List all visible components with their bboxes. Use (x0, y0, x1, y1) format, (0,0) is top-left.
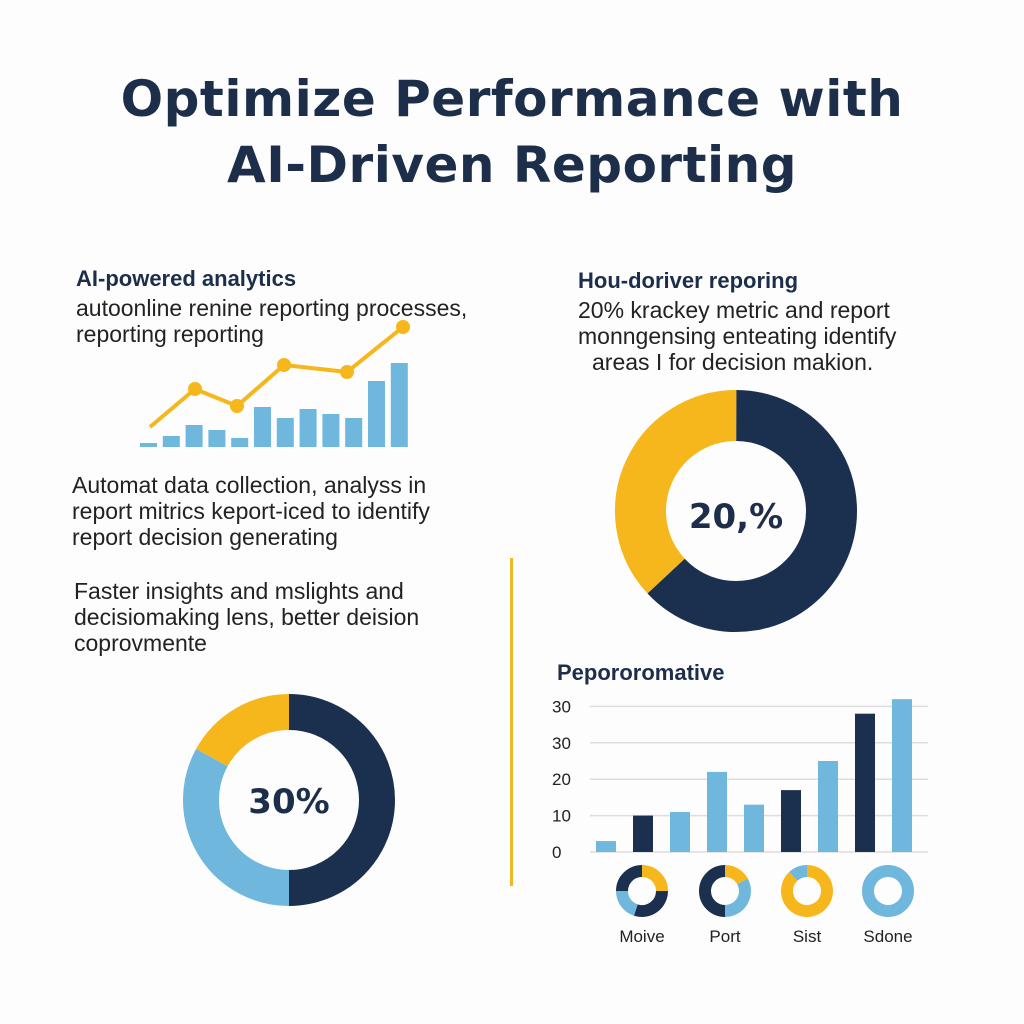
small-donut-slice (633, 890, 668, 917)
small-donut-label: Port (709, 927, 740, 946)
line-point (188, 382, 202, 396)
bar (140, 443, 157, 447)
text-line: report mitrics keport-iced to identify (72, 498, 430, 524)
small-donut-slice (616, 865, 643, 892)
text-line: Automat data collection, analyss in (72, 472, 427, 498)
text-line: reporting reporting (76, 321, 264, 347)
small-donut-slice (789, 865, 808, 882)
line-point (396, 320, 410, 334)
bar (744, 804, 764, 852)
y-tick-label: 10 (552, 807, 571, 826)
bar (818, 761, 838, 852)
bar (368, 381, 385, 447)
small-donut-label: Sist (793, 927, 822, 946)
small-donut-slice (781, 865, 833, 917)
page-title: Optimize Performance with AI-Driven Repo… (0, 66, 1024, 198)
left-paragraph-3: Faster insights and mslights and decisio… (74, 578, 419, 656)
donut-top-right-label: 20,% (689, 497, 783, 537)
small-donut-slice (641, 865, 668, 892)
text-line: decisiomaking lens, better deision (74, 604, 420, 630)
bar (322, 414, 340, 447)
text-line: monngensing enteating identify (578, 323, 897, 349)
text-line: report decision generating (72, 524, 338, 550)
bar (162, 436, 180, 447)
text-line: areas I for decision makion. (592, 349, 874, 375)
left-text: autoonline renine reporting processes, r… (76, 295, 467, 347)
right-text: 20% krackey metric and report monngensin… (578, 297, 896, 375)
donut-top-right-slice (647, 390, 857, 632)
divider (510, 558, 513, 886)
small-donut-slice (699, 865, 726, 917)
text-line: Faster insights and mslights and (74, 578, 404, 604)
text-line: autoonline renine reporting processes, (76, 295, 468, 321)
bar (345, 418, 363, 447)
title-line-2: AI-Driven Reporting (227, 136, 797, 194)
bar (231, 438, 249, 447)
donut-bottom-left-slice (196, 694, 290, 767)
small-donut-label: Sdone (863, 927, 912, 946)
bar (208, 430, 226, 447)
y-tick-label: 20 (552, 770, 571, 789)
bar (596, 841, 616, 852)
trend-line (148, 325, 405, 429)
bar (633, 815, 653, 852)
bar (892, 699, 912, 852)
small-donut-slice (724, 878, 751, 917)
small-donut-slice (862, 865, 914, 917)
donut-bottom-left-slice (183, 748, 290, 906)
bar (707, 771, 727, 852)
bar (670, 811, 690, 852)
text-line: 20% krackey metric and report (578, 297, 890, 323)
bar (781, 790, 801, 852)
chart-heading: Pepororomative (557, 660, 725, 685)
line-point (340, 365, 354, 379)
donut-bottom-left-slice (288, 694, 395, 906)
y-tick-label: 30 (552, 734, 571, 753)
text-line: coprovmente (74, 630, 207, 656)
bar (185, 425, 203, 447)
small-donut-slice (724, 865, 748, 885)
line-point (230, 399, 244, 413)
small-donut-label: Moive (619, 927, 664, 946)
bar (299, 409, 317, 447)
line-point (277, 358, 291, 372)
bar (276, 418, 294, 447)
left-paragraph-2: Automat data collection, analyss in repo… (72, 472, 430, 550)
donut-top-right-slice (615, 389, 738, 594)
y-tick-label: 30 (552, 697, 571, 716)
left-heading: AI-powered analytics (76, 266, 297, 291)
y-tick-label: 0 (552, 843, 561, 862)
bar (254, 407, 271, 447)
title-line-1: Optimize Performance with (120, 70, 904, 128)
bar (390, 363, 408, 447)
small-donut-slice (616, 890, 639, 916)
right-heading: Hou-doriver reporing (578, 268, 799, 293)
donut-bottom-left-label: 30% (248, 782, 329, 822)
bar (855, 713, 875, 852)
